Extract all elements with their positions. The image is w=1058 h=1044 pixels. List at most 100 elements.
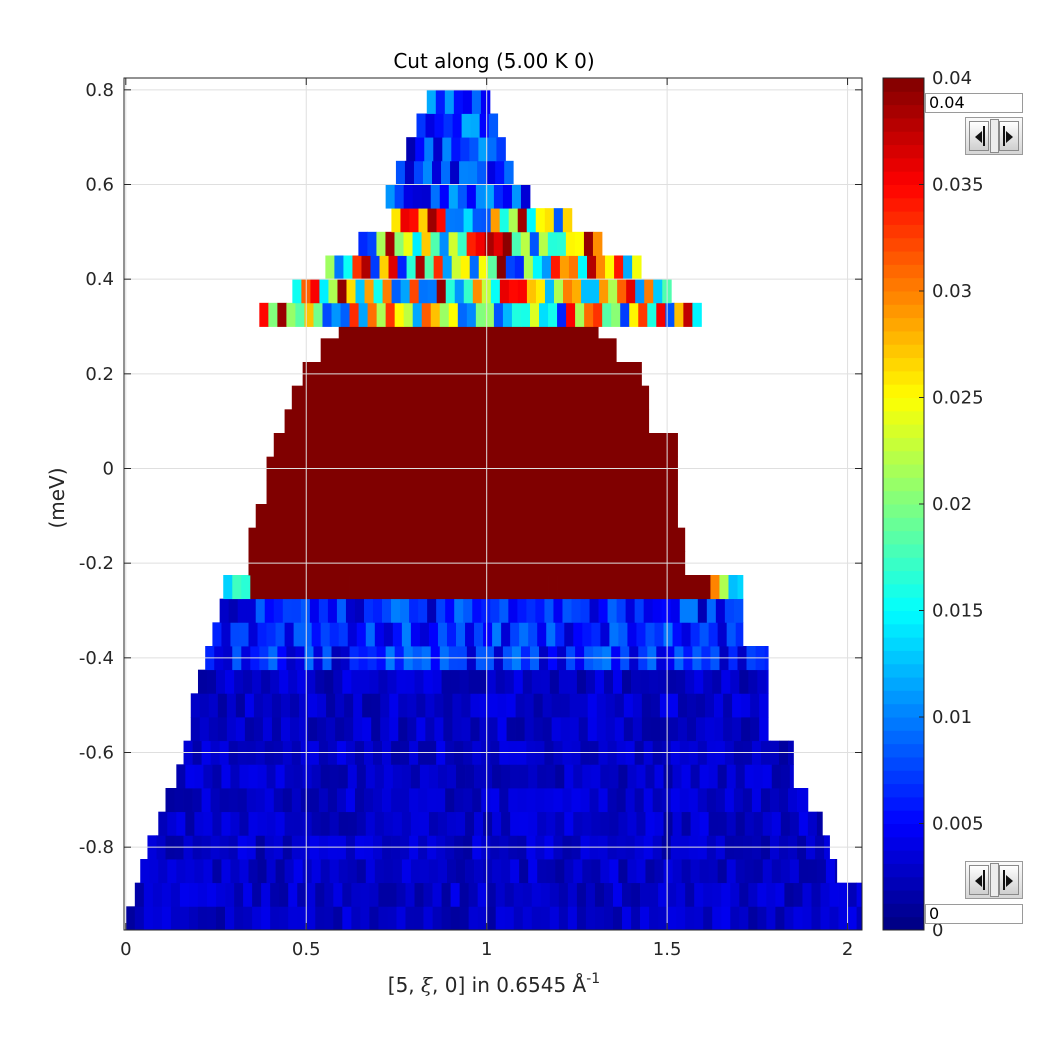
heatmap-cell: [432, 669, 442, 694]
heatmap-cell: [427, 279, 438, 304]
heatmap-cell: [400, 788, 410, 813]
heatmap-cell: [780, 764, 791, 789]
heatmap-cell: [510, 764, 520, 789]
heatmap-cell: [266, 859, 276, 884]
colorbar-swatch: [883, 91, 924, 106]
heatmap-cell: [439, 231, 450, 256]
heatmap-cell: [248, 811, 258, 836]
heatmap-cell: [658, 906, 668, 931]
heatmap-cell: [268, 575, 278, 600]
heatmap-cell: [329, 859, 340, 884]
colorbar-max-slider-thumb[interactable]: [990, 119, 999, 153]
colorbar-max-slider[interactable]: [965, 117, 1023, 155]
heatmap-cell: [167, 859, 177, 884]
heatmap-cell: [715, 788, 726, 813]
heatmap-cell: [714, 717, 724, 742]
heatmap-cell: [207, 882, 217, 907]
heatmap-cell: [486, 669, 497, 694]
heatmap-cell: [672, 811, 682, 836]
heatmap-cell: [568, 255, 579, 280]
heatmap-cell: [436, 788, 446, 813]
x-axis-label-part2: , 0] in 0.6545 Å: [432, 973, 587, 997]
heatmap-cell: [255, 598, 266, 623]
heatmap-cell: [273, 788, 284, 813]
heatmap-cell: [194, 859, 204, 884]
heatmap-cell: [457, 184, 468, 209]
heatmap-cell: [460, 137, 470, 162]
heatmap-cell: [284, 859, 295, 884]
heatmap-cell: [564, 859, 574, 884]
heatmap-cell: [544, 279, 555, 304]
heatmap-cell: [364, 279, 374, 304]
heatmap-cell: [589, 788, 599, 813]
heatmap-cell: [605, 693, 616, 718]
x-axis-label-part1: [5,: [388, 973, 421, 997]
y-tick-label: 0.8: [85, 80, 114, 101]
heatmap-cell: [466, 575, 477, 600]
y-tick-label: 0.6: [85, 175, 114, 196]
colorbar-max-decrease-button[interactable]: [969, 121, 989, 151]
heatmap-cell: [677, 717, 688, 742]
heatmap-cell: [683, 302, 693, 327]
heatmap-cell: [349, 302, 359, 327]
heatmap-cell: [367, 575, 378, 600]
heatmap-cell: [645, 811, 655, 836]
heatmap-cell: [480, 89, 491, 114]
heatmap-cell: [672, 764, 682, 789]
colorbar-max-increase-button[interactable]: [999, 121, 1019, 151]
heatmap-cell: [313, 575, 323, 600]
heatmap-cell: [706, 598, 717, 623]
heatmap-cell: [806, 788, 809, 813]
heatmap-cell: [663, 811, 673, 836]
heatmap-cell: [353, 693, 363, 718]
colorbar-min-decrease-button[interactable]: [969, 865, 989, 895]
heatmap-cell: [450, 906, 461, 931]
heatmap-cell: [407, 717, 417, 742]
heatmap-cell: [708, 764, 719, 789]
heatmap-cell: [208, 693, 219, 718]
colorbar-max-input[interactable]: 0.04: [925, 93, 1023, 113]
colorbar-swatch: [883, 836, 924, 851]
colorbar-tick-label: 0.04: [932, 68, 972, 89]
x-tick-label: 0: [120, 939, 131, 960]
colorbar-min-input[interactable]: 0: [925, 904, 1023, 924]
heatmap-cell: [622, 669, 632, 694]
heatmap-cell: [607, 788, 618, 813]
y-tick-label: -0.8: [79, 837, 114, 858]
colorbar-tick-label: 0.01: [932, 707, 972, 728]
heatmap-cell: [448, 231, 459, 256]
heatmap-cell: [600, 811, 610, 836]
heatmap-cell: [207, 669, 217, 694]
colorbar-min-slider[interactable]: [965, 861, 1023, 899]
heatmap-cell: [514, 255, 525, 280]
colorbar-swatch: [883, 730, 924, 745]
colorbar-swatch: [883, 78, 924, 92]
colorbar-min-increase-button[interactable]: [999, 865, 1019, 895]
heatmap-cell: [398, 693, 408, 718]
heatmap-cell: [789, 811, 800, 836]
heatmap-cell: [261, 669, 271, 694]
heatmap-cell: [647, 575, 657, 600]
heatmap-cell: [838, 906, 848, 931]
heatmap-cell: [653, 279, 663, 304]
colorbar-min-slider-thumb[interactable]: [990, 863, 999, 897]
heatmap-cell: [737, 575, 744, 600]
heatmap-cell: [499, 279, 510, 304]
chart-title: Cut along (5.00 K 0): [393, 49, 594, 73]
colorbar-swatch: [883, 903, 924, 918]
heatmap-cell: [412, 302, 423, 327]
heatmap-cell: [549, 669, 560, 694]
heatmap-cell: [477, 906, 488, 931]
heatmap-cell: [582, 811, 592, 836]
x-tick-label: 2: [842, 939, 853, 960]
heatmap-cell: [318, 788, 329, 813]
heatmap-cell: [324, 669, 334, 694]
heatmap-cell: [631, 906, 641, 931]
y-tick-label: 0.4: [85, 269, 114, 290]
colorbar-swatch: [883, 477, 924, 492]
heatmap-cell: [607, 598, 618, 623]
y-tick-label: 0.2: [85, 364, 114, 385]
arrow-stop-icon: [983, 126, 985, 146]
heatmap-cell: [457, 231, 468, 256]
colorbar-swatch: [883, 504, 924, 518]
